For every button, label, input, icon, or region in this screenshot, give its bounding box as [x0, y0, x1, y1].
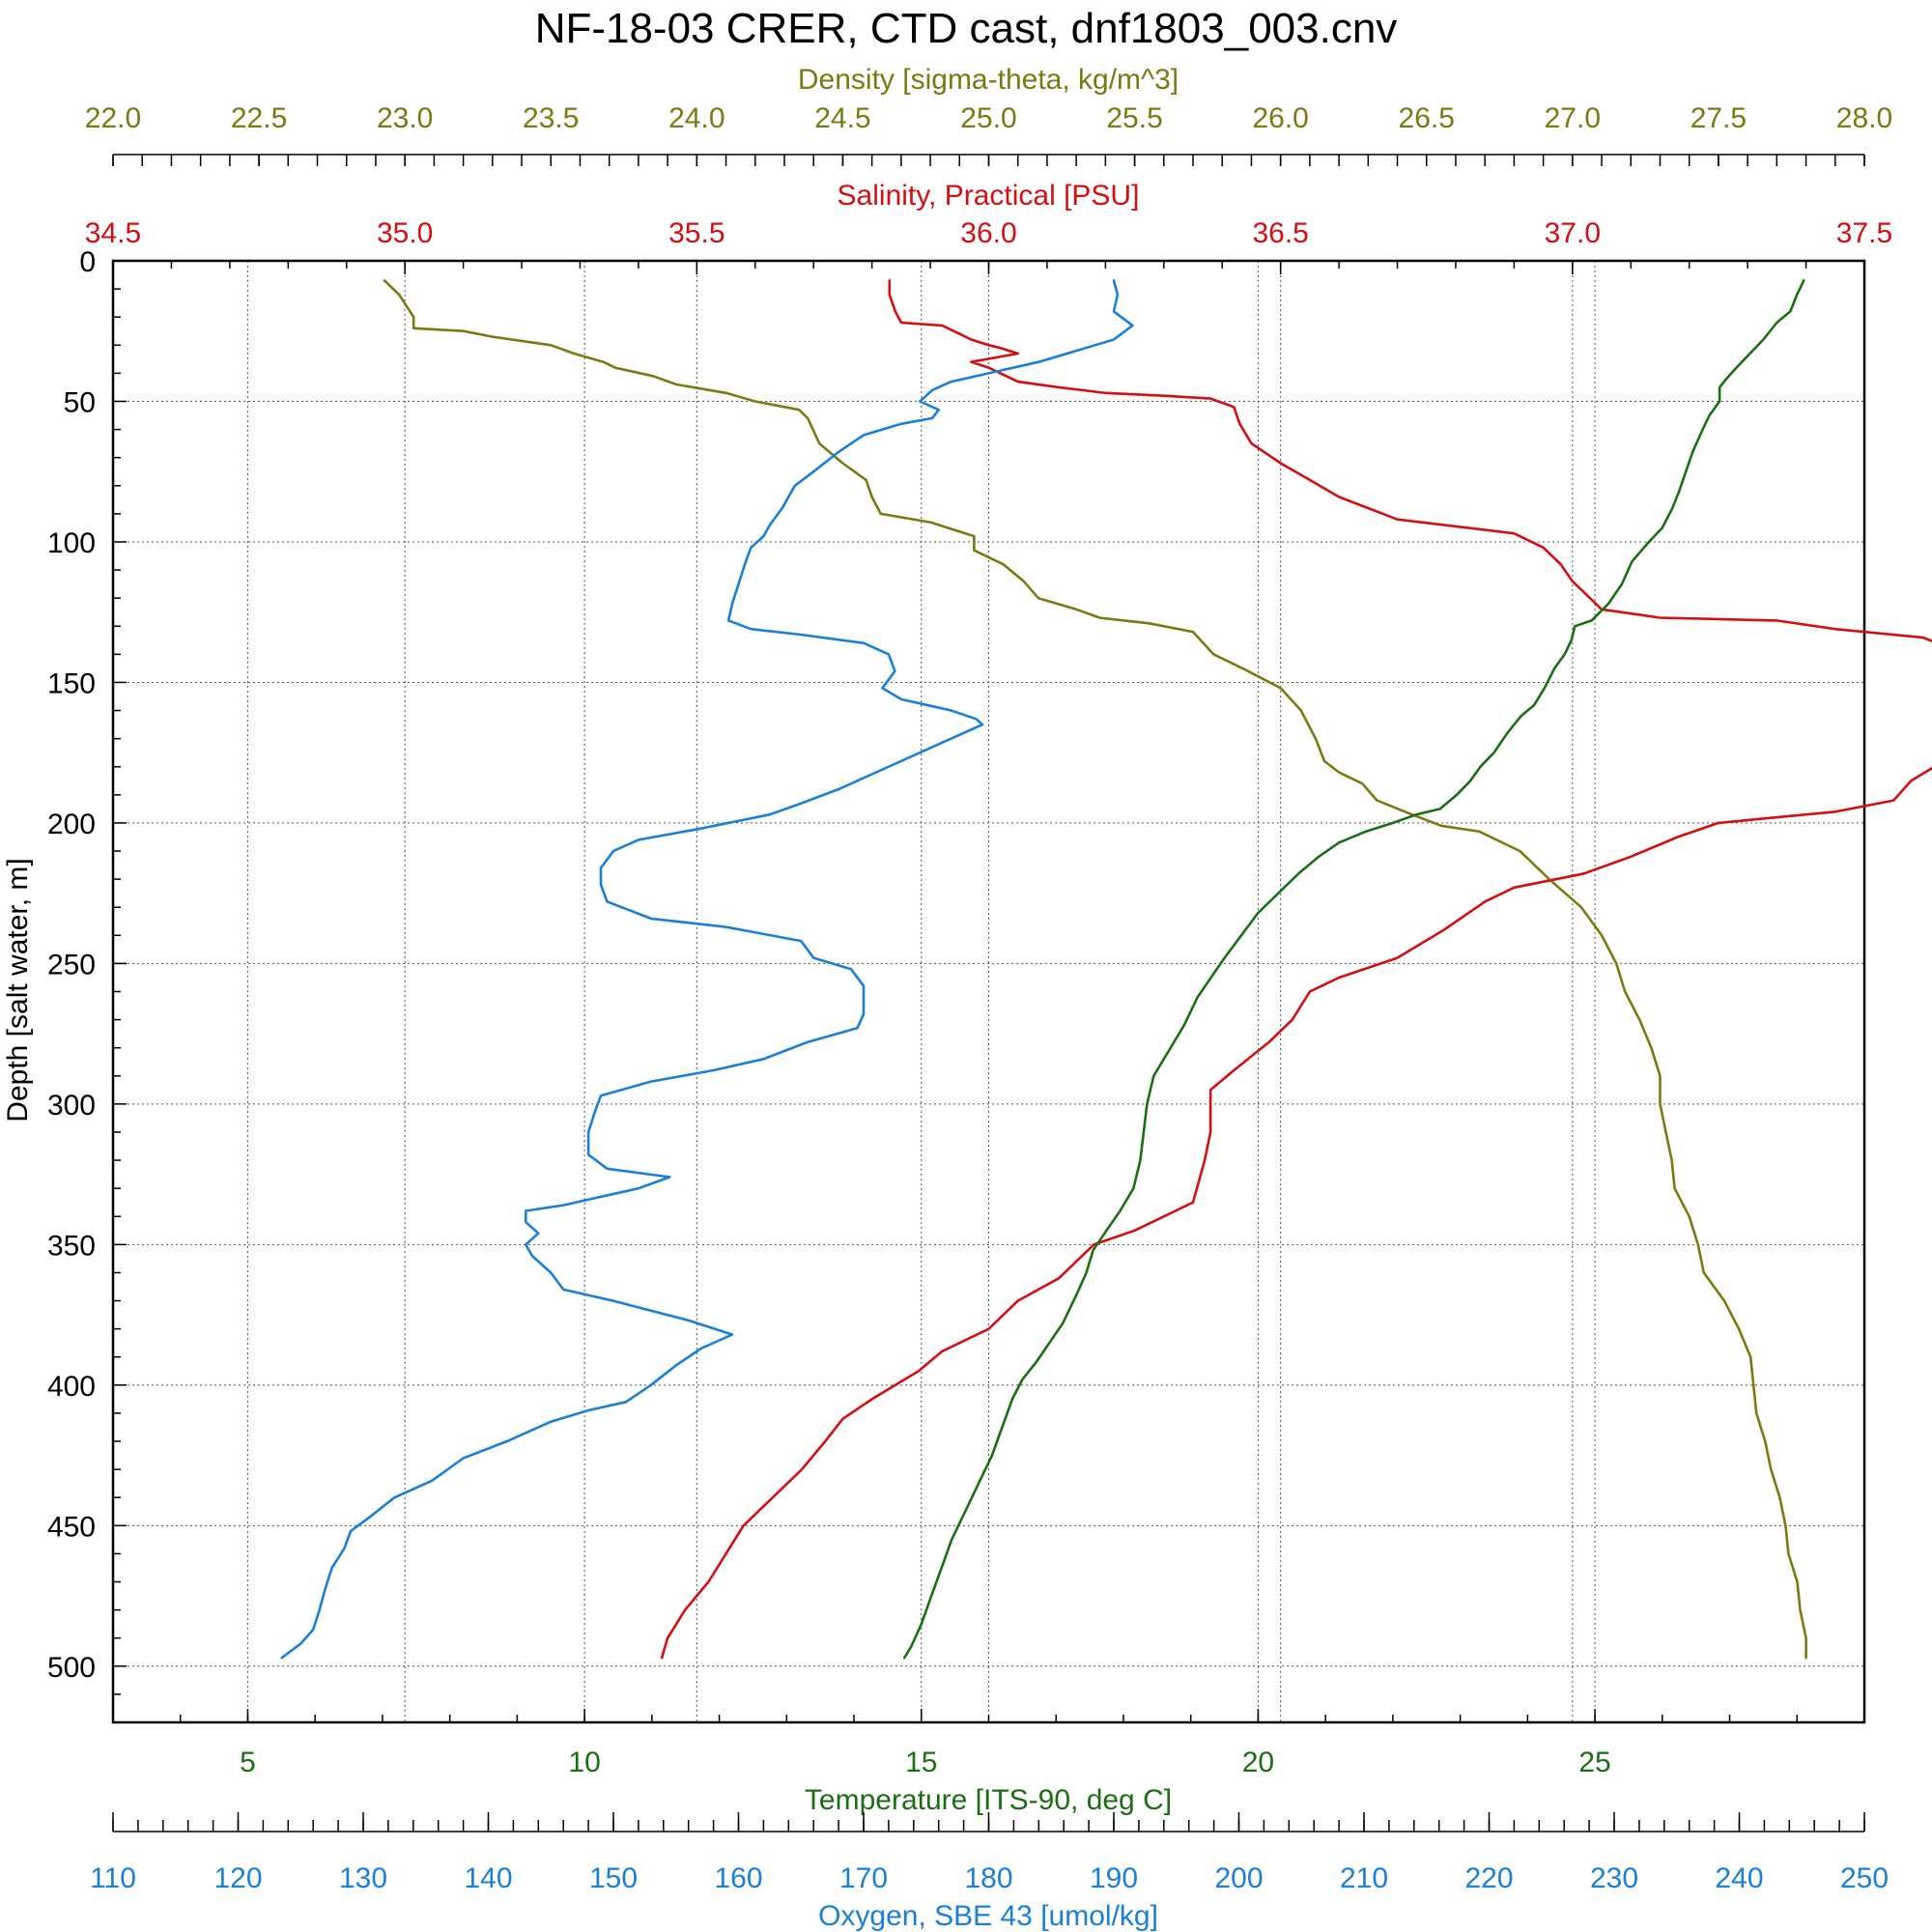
oxygen-tick-label: 120: [213, 1862, 262, 1894]
depth-tick-label: 400: [47, 1371, 96, 1403]
salinity-tick-label: 35.5: [668, 217, 724, 249]
chart-title: NF-18-03 CRER, CTD cast, dnf1803_003.cnv: [535, 5, 1398, 52]
density-tick-label: 27.0: [1545, 102, 1601, 134]
temperature-axis-label: Temperature [ITS-90, deg C]: [805, 1784, 1172, 1816]
oxygen-tick-label: 250: [1840, 1862, 1889, 1894]
temperature-tick-label: 25: [1578, 1747, 1610, 1778]
oxygen-tick-label: 210: [1340, 1862, 1388, 1894]
density-tick-label: 24.0: [668, 102, 724, 134]
salinity-axis-label: Salinity, Practical [PSU]: [838, 180, 1140, 212]
density-axis: Density [sigma-theta, kg/m^3] 22.0 22.5 23…: [85, 64, 1892, 166]
oxygen-tick-label: 220: [1464, 1862, 1513, 1894]
temperature-tick-label: 5: [240, 1747, 256, 1778]
density-tick-label: 25.5: [1106, 102, 1162, 134]
oxygen-tick-label: 190: [1090, 1862, 1138, 1894]
depth-tick-label: 450: [47, 1511, 96, 1543]
depth-tick-label: 350: [47, 1230, 96, 1262]
oxygen-tick-label: 230: [1590, 1862, 1638, 1894]
depth-tick-label: 150: [47, 668, 96, 699]
salinity-profile-line: [660, 279, 1932, 1660]
oxygen-tick-label: 140: [464, 1862, 512, 1894]
temperature-tick-label: 20: [1242, 1747, 1274, 1778]
density-axis-label: Density [sigma-theta, kg/m^3]: [798, 64, 1179, 96]
oxygen-tick-label: 150: [589, 1862, 638, 1894]
salinity-tick-label: 37.5: [1836, 217, 1892, 249]
oxygen-tick-label: 110: [90, 1862, 136, 1894]
oxygen-tick-label: 130: [339, 1862, 387, 1894]
oxygen-axis-label: Oxygen, SBE 43 [umol/kg]: [818, 1900, 1158, 1932]
oxygen-tick-label: 240: [1715, 1862, 1763, 1894]
temperature-tick-label: 15: [905, 1747, 937, 1778]
depth-tick-label: 200: [47, 809, 96, 840]
oxygen-profile-line: [280, 279, 1134, 1660]
density-profile-line: [383, 279, 1807, 1660]
oxygen-tick-label: 160: [714, 1862, 762, 1894]
oxygen-axis: Oxygen, SBE 43 [umol/kg] 110 120 130 140 150…: [90, 1812, 1889, 1932]
density-tick-label: 27.5: [1690, 102, 1747, 134]
density-tick-label: 26.0: [1252, 102, 1308, 134]
oxygen-tick-label: 200: [1214, 1862, 1263, 1894]
temperature-profile-line: [903, 279, 1805, 1660]
salinity-tick-label: 34.5: [85, 217, 141, 249]
depth-tick-label: 250: [47, 949, 96, 980]
series-layer: [280, 279, 1932, 1660]
density-tick-label: 23.5: [523, 102, 579, 134]
density-tick-label: 23.0: [377, 102, 433, 134]
depth-tick-label: 50: [64, 386, 96, 418]
density-tick-label: 26.5: [1399, 102, 1455, 134]
salinity-tick-label: 36.5: [1252, 217, 1308, 249]
gridlines: [113, 261, 1864, 1722]
depth-tick-label: 100: [47, 527, 96, 559]
density-tick-label: 22.5: [231, 102, 287, 134]
oxygen-tick-label: 180: [964, 1862, 1012, 1894]
density-tick-label: 24.5: [814, 102, 870, 134]
density-tick-label: 22.0: [85, 102, 141, 134]
salinity-tick-label: 35.0: [377, 217, 433, 249]
depth-axis-label: Depth [salt water, m]: [2, 858, 34, 1122]
oxygen-tick-label: 170: [839, 1862, 888, 1894]
salinity-tick-label: 36.0: [960, 217, 1016, 249]
density-tick-label: 25.0: [960, 102, 1016, 134]
salinity-tick-label: 37.0: [1545, 217, 1601, 249]
density-tick-label: 28.0: [1836, 102, 1892, 134]
depth-axis: Depth [salt water, m] 0 50 100 150 200 250 300…: [2, 246, 127, 1695]
temperature-axis: Temperature [ITS-90, deg C] 5 10 15 20 25: [112, 1709, 1865, 1816]
depth-tick-label: 500: [47, 1652, 96, 1684]
depth-tick-label: 300: [47, 1090, 96, 1122]
depth-tick-label: 0: [79, 246, 96, 278]
salinity-axis: Salinity, Practical [PSU] 34.5 35.0 35.5 36…: [85, 180, 1892, 274]
temperature-tick-label: 10: [568, 1747, 600, 1778]
